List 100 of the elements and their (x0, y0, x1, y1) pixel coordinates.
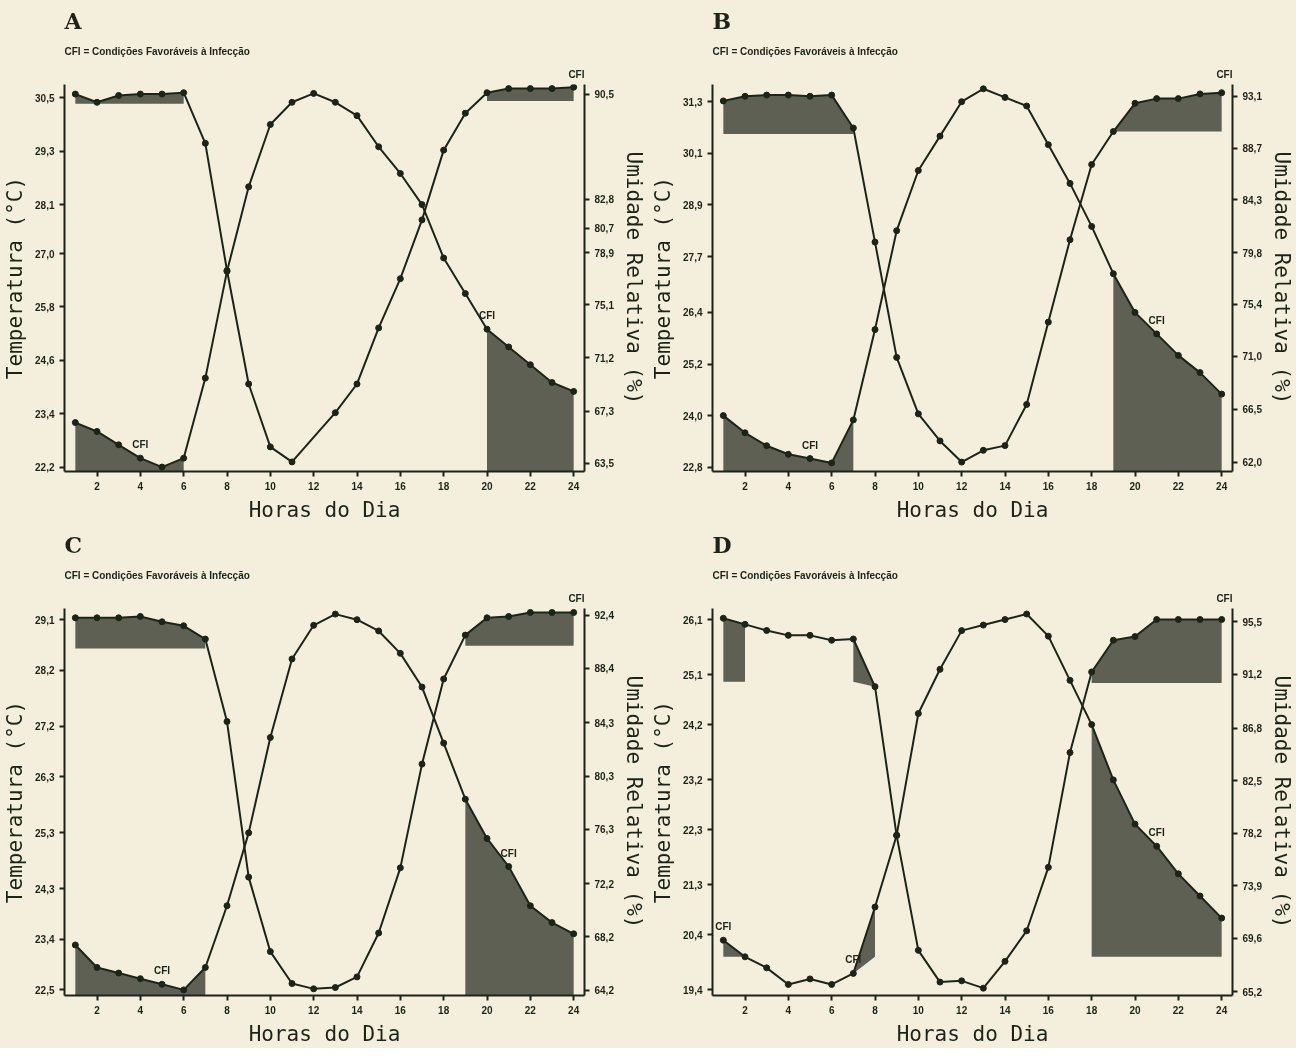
y2-tick-label: 80,3 (594, 771, 615, 783)
point (1001, 442, 1009, 450)
annotation: CFI (500, 847, 517, 859)
point (784, 631, 792, 639)
x-tick-label: 10 (264, 1004, 277, 1016)
y-tick-label: 24,0 (683, 410, 703, 422)
y-axis-title: Temperatura (°C) (651, 176, 676, 380)
point (570, 84, 578, 91)
point (1218, 89, 1226, 97)
point (958, 458, 966, 466)
point (936, 132, 944, 140)
x-tick-label: 22 (1172, 480, 1185, 492)
point (1174, 95, 1182, 103)
point (1174, 870, 1182, 878)
y-tick-label: 26,4 (683, 307, 703, 319)
point (871, 683, 879, 691)
point (396, 169, 404, 177)
point (288, 655, 296, 663)
y-tick-label: 22,8 (683, 462, 703, 474)
y-tick-label: 25,8 (35, 301, 55, 313)
x-tick-label: 4 (785, 480, 792, 492)
x-tick-label: 24 (1216, 480, 1228, 492)
y-tick-label: 24,2 (683, 719, 703, 731)
y-tick-label: 25,1 (683, 669, 703, 681)
y-tick-label: 22,2 (35, 462, 55, 474)
point (871, 326, 879, 334)
y-tick-label: 24,3 (35, 883, 55, 895)
point (266, 734, 274, 741)
point (1109, 636, 1117, 644)
point (201, 963, 209, 971)
text: CFI = Condições Favoráveis à Infecção (712, 569, 898, 581)
x-tick-label: 18 (438, 1004, 450, 1016)
point (1088, 222, 1096, 230)
annotation: CFI (715, 921, 732, 933)
point (375, 143, 383, 151)
y2-tick-label: 63,5 (594, 458, 615, 470)
chart-title: C (64, 531, 83, 558)
y2-axis-title: Umidade Relativa (%) (1269, 675, 1294, 929)
point (461, 290, 469, 298)
point (440, 739, 448, 747)
y-tick-label: 31,3 (683, 96, 703, 108)
y-tick-label: 20,4 (683, 929, 703, 941)
point (1109, 776, 1117, 784)
x-tick-label: 6 (828, 1004, 835, 1016)
y2-tick-label: 79,8 (1242, 247, 1263, 259)
y2-tick-label: 71,0 (1242, 351, 1263, 363)
y-axis-title: Temperatura (°C) (3, 700, 28, 904)
x-tick-label: 14 (351, 1004, 363, 1016)
y2-tick-label: 69,6 (1242, 933, 1263, 945)
point (1109, 270, 1117, 278)
x-tick-label: 8 (224, 1004, 231, 1016)
point (353, 973, 361, 981)
point (763, 91, 771, 99)
point (784, 450, 792, 458)
y2-axis-title: Umidade Relativa (%) (621, 151, 646, 405)
point (93, 614, 101, 622)
y2-tick-label: 68,2 (594, 931, 615, 943)
y-tick-label: 28,2 (35, 665, 55, 677)
point (570, 609, 578, 616)
y2-tick-label: 86,8 (1242, 723, 1263, 735)
y-tick-label: 23,2 (683, 774, 703, 786)
point (201, 139, 209, 147)
point (136, 90, 144, 98)
point (115, 969, 123, 977)
annotation: CFI (153, 965, 171, 977)
y2-tick-label: 84,3 (594, 717, 615, 729)
point (719, 412, 727, 420)
y2-axis-title: Umidade Relativa (%) (1269, 151, 1294, 405)
text: CFI (1216, 592, 1233, 604)
point (93, 98, 101, 106)
y2-tick-label: 88,4 (594, 663, 615, 675)
x-tick-label: 8 (224, 480, 231, 492)
point (719, 936, 727, 944)
point (1174, 615, 1182, 623)
point (1109, 128, 1117, 136)
y-tick-label: 29,3 (35, 146, 55, 158)
x-tick-label: 24 (568, 480, 580, 492)
x-axis-title: Horas do Dia (248, 1021, 401, 1046)
point (1153, 842, 1161, 850)
point (1153, 95, 1161, 103)
text: CFI = Condições Favoráveis à Infecção (64, 45, 250, 57)
x-tick-label: 4 (137, 480, 144, 492)
point (828, 91, 836, 99)
point (1088, 668, 1096, 676)
point (763, 626, 771, 634)
y2-tick-label: 75,4 (1242, 299, 1263, 311)
point (375, 929, 383, 937)
point (784, 980, 792, 988)
point (71, 941, 79, 949)
annotation: CFI (132, 439, 149, 451)
point (1196, 369, 1204, 377)
point (331, 610, 339, 618)
y-tick-label: 25,3 (35, 827, 55, 839)
x-tick-label: 20 (1129, 1004, 1141, 1016)
point (806, 455, 814, 463)
x-tick-label: 24 (1216, 1004, 1228, 1016)
y2-tick-label: 90,5 (594, 89, 615, 101)
point (418, 201, 426, 209)
x-tick-label: 6 (180, 1004, 187, 1016)
point (1001, 93, 1009, 101)
